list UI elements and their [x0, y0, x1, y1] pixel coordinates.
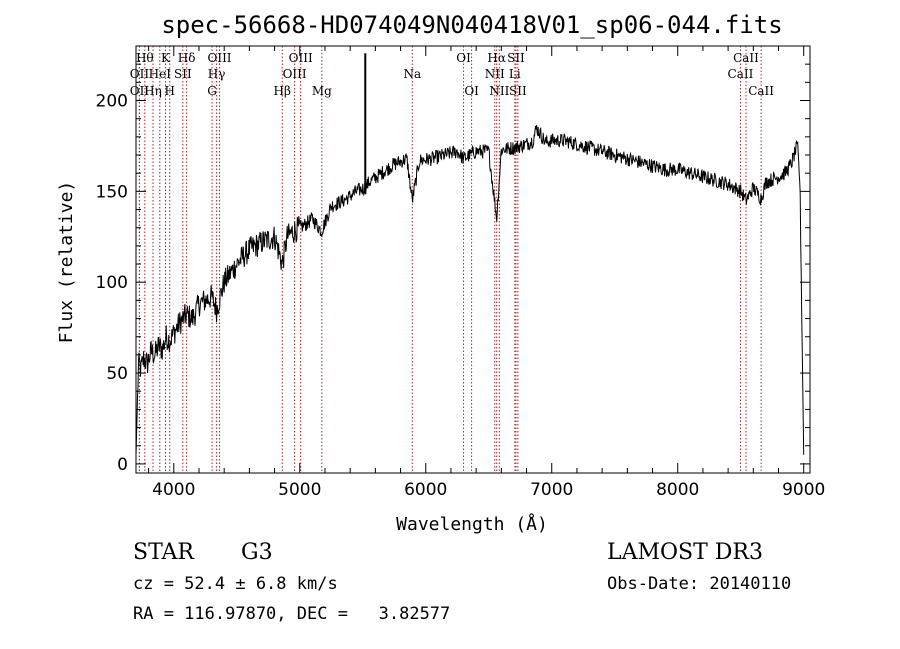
line-label-h: H	[165, 84, 175, 98]
x-tick-label: 9000	[782, 480, 825, 500]
line-label-k: K	[161, 51, 171, 65]
line-label-hβ: Hβ	[274, 84, 291, 98]
line-label-oiii: OIII	[283, 67, 307, 81]
line-label-oiii: OIII	[289, 51, 313, 65]
line-label-sii: SII	[174, 67, 192, 81]
line-label-li: Li	[509, 67, 521, 81]
line-label-caii: CaII	[748, 84, 774, 98]
line-label-nii: NII	[485, 67, 505, 81]
line-label-sii: SII	[507, 51, 525, 65]
line-label-sii: SII	[509, 84, 527, 98]
object-class: STAR	[133, 540, 194, 565]
line-label-hη: Hη	[144, 84, 162, 98]
line-label-oi: OI	[464, 84, 479, 98]
y-axis: 0 50 100 150 200	[96, 63, 810, 475]
line-label-hei: HeI	[149, 67, 172, 81]
line-label-mg: Mg	[312, 84, 332, 98]
y-tick-label: 0	[117, 455, 128, 475]
line-label-oi: OI	[456, 51, 471, 65]
x-tick-label: 4000	[152, 480, 195, 500]
y-tick-label: 150	[96, 182, 128, 202]
coordinates: RA = 116.97870, DEC = 3.82577	[133, 604, 451, 624]
y-tick-label: 100	[96, 273, 128, 293]
line-label-na: Na	[403, 67, 421, 81]
line-label-caii: CaII	[733, 51, 759, 65]
flux-line	[135, 125, 805, 455]
x-tick-label: 8000	[656, 480, 699, 500]
y-tick-label: 50	[106, 364, 128, 384]
observation-date: Obs-Date: 20140110	[607, 574, 792, 594]
line-label-nii: NII	[489, 84, 509, 98]
line-label-hα: Hα	[487, 51, 506, 65]
object-subclass: G3	[241, 540, 273, 565]
line-label-hδ: Hδ	[178, 51, 196, 65]
survey-name: LAMOST DR3	[607, 540, 763, 565]
line-label-caii: CaII	[728, 67, 754, 81]
line-label-oii: OII	[130, 67, 150, 81]
line-label-oii: OII	[130, 84, 150, 98]
spectral-line-markers	[138, 46, 762, 473]
line-label-oiii: OIII	[207, 51, 231, 65]
y-axis-label: Flux (relative)	[56, 181, 77, 344]
spectral-line-labels: OII OII Hθ Hη HeI K H SII Hδ G Hγ OIII Hβ OIII OIII Mg N…	[130, 51, 775, 98]
line-label-g: G	[207, 84, 217, 98]
chart-title: spec-56668-HD074049N040418V01_sp06-044.f…	[161, 11, 782, 39]
y-tick-label: 200	[96, 92, 128, 112]
x-tick-label: 6000	[404, 480, 447, 500]
x-axis: 4000 5000 6000 7000 8000 9000	[148, 46, 825, 500]
line-label-hθ: Hθ	[136, 51, 154, 65]
plot-frame	[135, 45, 811, 474]
line-label-hγ: Hγ	[208, 67, 226, 81]
flux-series	[135, 53, 805, 455]
x-tick-label: 5000	[278, 480, 321, 500]
redshift-velocity: cz = 52.4 ± 6.8 km/s	[133, 574, 338, 594]
x-axis-label: Wavelength (Å)	[396, 513, 548, 535]
x-tick-label: 7000	[530, 480, 573, 500]
